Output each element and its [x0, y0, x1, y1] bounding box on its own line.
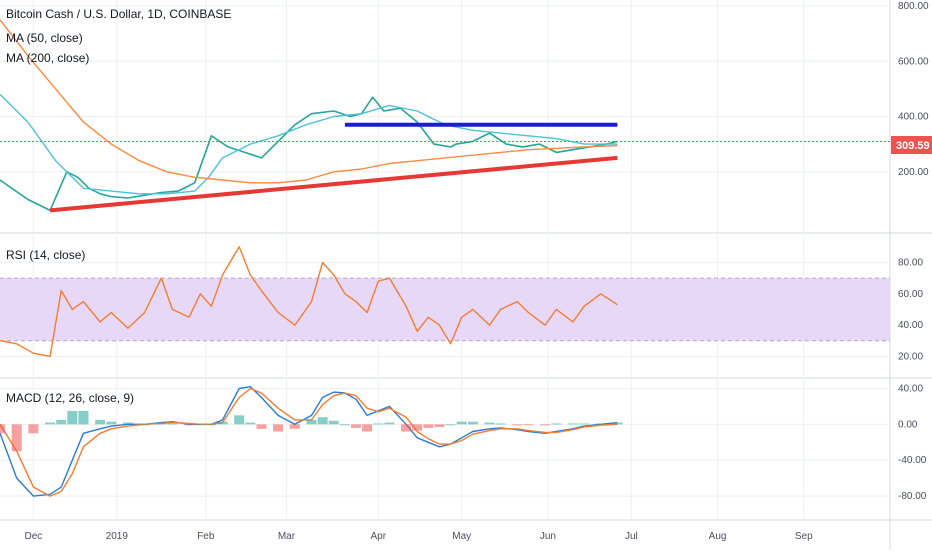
macd-histogram-bar [195, 424, 206, 426]
x-tick-label: Sep [795, 531, 813, 542]
macd-histogram-bar [512, 424, 523, 426]
macd-histogram-bar [106, 421, 117, 425]
macd-histogram-bar [45, 422, 56, 425]
x-tick-label: Mar [278, 531, 296, 542]
macd-histogram-bar [351, 424, 361, 428]
macd-histogram-bar [540, 424, 551, 426]
macd-histogram-bar [434, 424, 445, 428]
y-tick-label: 80.00 [898, 257, 923, 268]
x-tick-label: Apr [370, 531, 386, 542]
macd-histogram-bar [612, 422, 623, 425]
last-price-tag [891, 136, 932, 154]
ma50-legend: MA (50, close) [6, 31, 83, 45]
macd-histogram-bar [339, 424, 350, 426]
macd-histogram-bar [78, 410, 89, 425]
series-line-signal [0, 387, 618, 497]
macd-histogram-bar [412, 424, 423, 431]
y-tick-label: 40.00 [898, 320, 923, 331]
macd-histogram-bar [551, 423, 562, 425]
macd-histogram-bar [373, 423, 384, 425]
macd-histogram-bar [384, 422, 395, 425]
last-price-text: 309.59 [896, 140, 930, 152]
x-tick-label: Feb [197, 531, 215, 542]
macd-histogram-bar [456, 421, 467, 425]
macd-histogram-bar [28, 424, 39, 434]
macd-histogram-bar [289, 424, 300, 429]
macd-histogram-bar [234, 415, 245, 425]
x-axis-labels: Dec 2019 Feb Mar Apr May Jun Jul Aug Sep [24, 531, 813, 542]
macd-histogram-bar [523, 424, 534, 426]
series-line-ma-50-close [0, 93, 618, 195]
series-line-ma-200-close [0, 19, 618, 184]
y-tick-label: -40.00 [898, 455, 927, 466]
rsi-layer [0, 246, 618, 358]
series-line-rsi [0, 246, 618, 358]
y-tick-label: 800.00 [898, 1, 929, 12]
macd-histogram-bar [206, 424, 217, 426]
macd-histogram-bar [467, 421, 478, 425]
macd-histogram-bar [156, 423, 167, 425]
y-tick-label: 40.00 [898, 383, 923, 394]
macd-histogram-bar [122, 422, 133, 425]
y-tick-label: 200.00 [898, 167, 929, 178]
macd-histogram-bar [579, 423, 590, 425]
macd-histogram-bar [306, 419, 317, 425]
y-tick-label: -80.00 [898, 491, 927, 502]
macd-histogram-bar [445, 424, 456, 426]
x-tick-label: Jul [625, 531, 638, 542]
x-tick-label: May [452, 531, 471, 542]
x-tick-label: Dec [24, 531, 42, 542]
macd-histogram-bar [256, 424, 267, 429]
price-title: Bitcoin Cash / U.S. Dollar, 1D, COINBASE [6, 7, 231, 21]
rsi-title: RSI (14, close) [6, 248, 85, 262]
macd-histogram-bar [273, 424, 284, 432]
price-layer [0, 19, 890, 213]
macd-histogram-bar [317, 417, 328, 425]
y-tick-label: 600.00 [898, 56, 929, 67]
macd-histogram-bar [423, 424, 434, 428]
macd-histogram-bar [0, 424, 5, 434]
macd-histogram-bar [95, 419, 106, 425]
macd-histogram-bar [167, 423, 178, 425]
y-axis-labels: 200.00 400.00 600.00 800.00 20.00 40.00 60.00 8… [898, 1, 929, 502]
macd-histogram-bar [217, 421, 228, 425]
x-tick-label: 2019 [106, 531, 129, 542]
macd-histogram-bar [11, 424, 22, 452]
y-tick-label: 60.00 [898, 289, 923, 300]
macd-histogram-bar [245, 422, 256, 425]
macd-histogram-bar [362, 424, 373, 432]
macd-histogram-bar [184, 424, 195, 426]
rsi-band [0, 278, 890, 341]
macd-title: MACD (12, 26, close, 9) [6, 391, 134, 405]
y-tick-label: 0.00 [898, 419, 918, 430]
x-tick-label: Aug [709, 531, 727, 542]
macd-histogram-bar [567, 423, 578, 425]
ma200-legend: MA (200, close) [6, 51, 89, 65]
macd-histogram-bar [67, 410, 78, 425]
macd-histogram-bar [328, 420, 339, 425]
macd-histogram-bar [595, 423, 606, 425]
x-tick-label: Jun [540, 531, 556, 542]
macd-histogram-bar [401, 424, 412, 432]
y-tick-label: 20.00 [898, 351, 923, 362]
macd-histogram-bar [495, 423, 506, 425]
y-tick-label: 400.00 [898, 112, 929, 123]
macd-layer [0, 386, 623, 497]
macd-histogram-bar [56, 419, 67, 425]
series-line-bchusd [0, 96, 618, 212]
macd-histogram-bar [139, 424, 150, 426]
series-line-support-trendline [49, 155, 618, 213]
macd-histogram-bar [484, 422, 495, 425]
